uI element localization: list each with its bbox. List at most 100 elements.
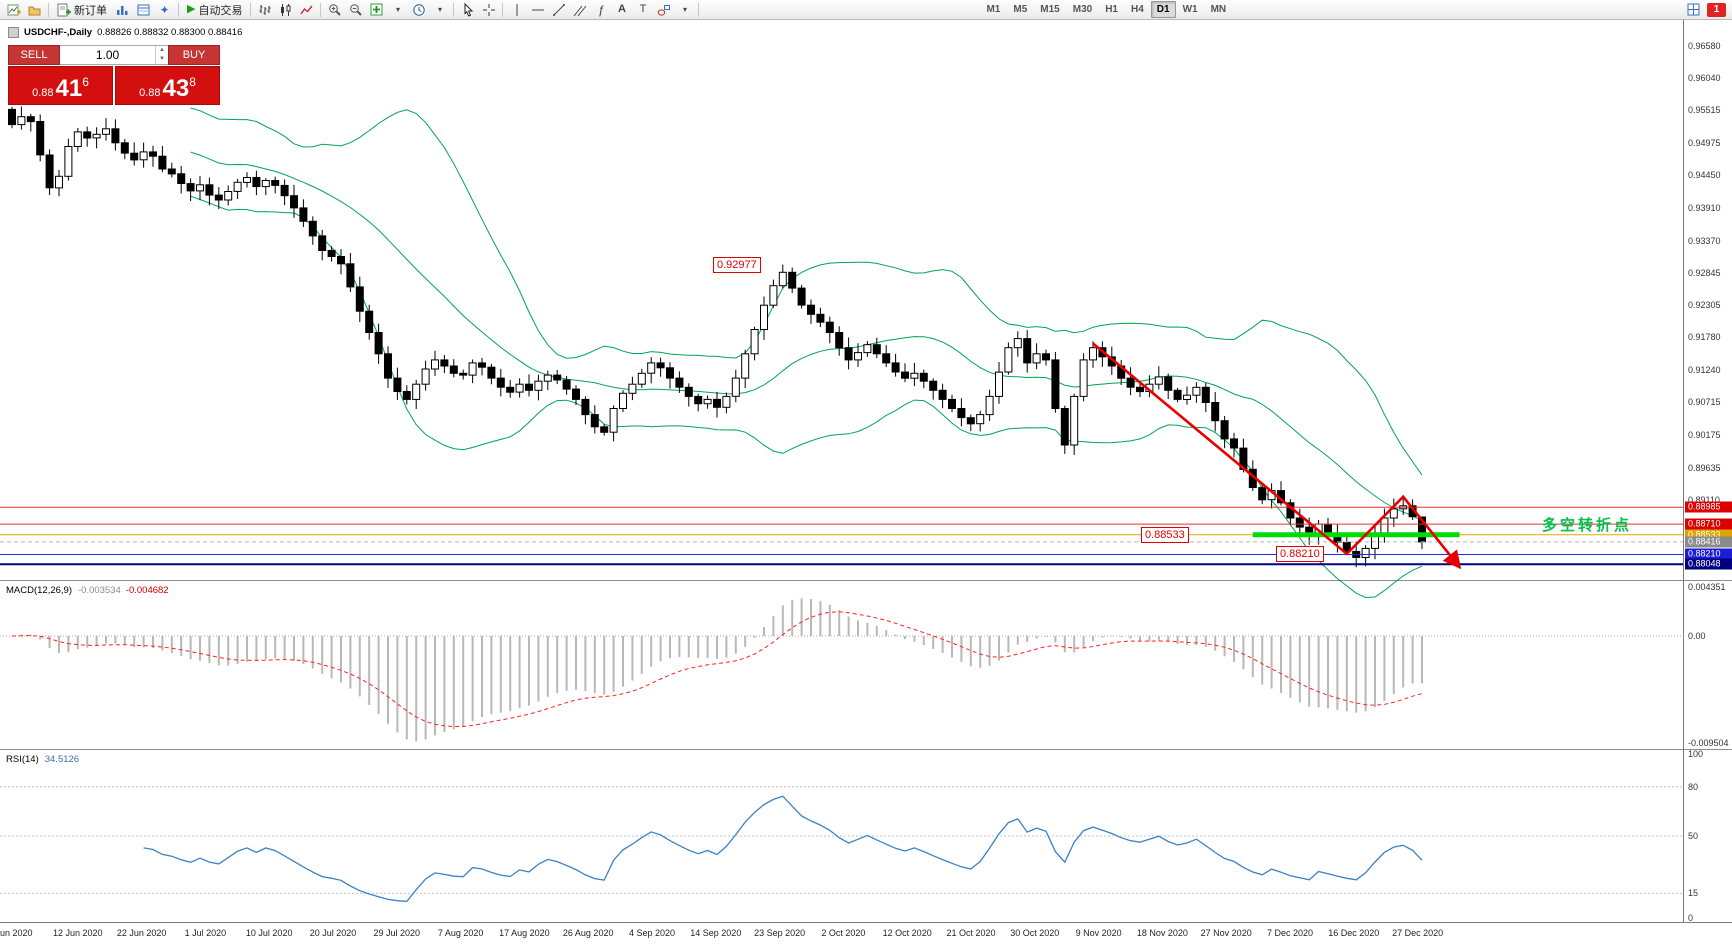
new-order-button-label: 新订单 <box>74 4 107 17</box>
indicators-icon[interactable] <box>366 1 387 18</box>
fibonacci-icon[interactable]: ƒ <box>597 2 605 17</box>
notifications-badge[interactable]: 1 <box>1707 2 1726 17</box>
chart-region[interactable]: USDCHF-,Daily 0.88826 0.88832 0.88300 0.… <box>0 20 1732 945</box>
price-level-label: 0.88985 <box>1685 501 1732 513</box>
toolbar-separator <box>453 2 455 17</box>
toolbar-separator <box>48 2 49 17</box>
volume-stepper[interactable]: ▲ ▼ <box>155 46 168 64</box>
chart-title: USDCHF-,Daily 0.88826 0.88832 0.88300 0.… <box>8 27 242 38</box>
date-tick-label: 14 Sep 2020 <box>690 928 742 938</box>
shapes-icon[interactable] <box>653 1 674 18</box>
horizontal-line-icon[interactable] <box>527 1 548 18</box>
chart-canvas[interactable] <box>0 20 1732 945</box>
date-tick-label: 20 Jul 2020 <box>309 928 357 938</box>
sell-button[interactable]: SELL <box>8 45 60 65</box>
zoom-in-icon[interactable] <box>324 1 345 18</box>
timeframe-h1-button[interactable]: H1 <box>1105 4 1118 15</box>
toolbar-right-group: 1 <box>1683 1 1726 18</box>
vertical-line-icon[interactable] <box>506 1 527 18</box>
autotrading-button[interactable]: ▶ 自动交易 <box>187 3 243 17</box>
date-tick-label: 27 Dec 2020 <box>1392 928 1444 938</box>
navigator-icon[interactable]: ✦ <box>159 2 170 17</box>
volume-field[interactable]: 1.00 ▲ ▼ <box>60 45 168 65</box>
sell-price-button[interactable]: 0.88 41 6 <box>8 66 113 105</box>
price-tick-label: 0.95515 <box>1688 105 1721 116</box>
timeframe-m1-button[interactable]: M1 <box>986 4 1001 15</box>
bars-icon[interactable] <box>254 1 275 18</box>
date-tick-label: 2 Oct 2020 <box>821 928 866 938</box>
date-axis[interactable]: Jun 2020 12 Jun 2020 22 Jun 2020 1 Jul 2020… <box>0 922 1732 945</box>
price-level-label: 0.88710 <box>1685 518 1732 530</box>
toolbar-separator <box>502 2 504 17</box>
timeframe-group: M1 M5 M15 M30 H1 H4 D1 W1 MN <box>980 1 1232 18</box>
trend-arrow[interactable] <box>1092 342 1462 570</box>
new-order-button[interactable]: 新订单 <box>52 1 112 18</box>
shapes-dropdown-icon[interactable]: ▾ <box>682 4 687 14</box>
buy-price-button[interactable]: 0.88 43 8 <box>115 66 220 105</box>
timeframe-m15-button[interactable]: M15 <box>1040 4 1060 15</box>
zoom-out-icon[interactable] <box>345 1 366 18</box>
timeframe-w1-button[interactable]: W1 <box>1182 4 1198 15</box>
buy-price-prefix: 0.88 <box>139 87 161 99</box>
date-tick-label: Jun 2020 <box>0 928 33 938</box>
sell-price-sup: 6 <box>82 75 89 89</box>
toolbar-separator <box>178 2 179 17</box>
volume-up-icon[interactable]: ▲ <box>159 47 165 53</box>
macd-signal-value: -0.004682 <box>125 585 169 596</box>
rsi-axis-label: 0 <box>1688 913 1694 923</box>
chart-mini-icon <box>8 27 19 38</box>
data-window-icon[interactable] <box>133 1 154 18</box>
date-tick-label: 16 Dec 2020 <box>1328 928 1380 938</box>
label-icon[interactable]: T <box>639 3 647 15</box>
macd-name: MACD(12,26,9) <box>6 585 72 596</box>
date-tick-label: 12 Oct 2020 <box>882 928 932 938</box>
support-price-callout[interactable]: 0.88533 <box>1141 526 1189 543</box>
volume-down-icon[interactable]: ▼ <box>159 56 165 62</box>
buy-price-big: 43 <box>162 75 190 102</box>
market-watch-icon[interactable] <box>112 1 133 18</box>
buy-price-sup: 8 <box>189 75 196 89</box>
timeframe-d1-button[interactable]: D1 <box>1150 1 1176 18</box>
crosshair-icon[interactable] <box>478 1 499 18</box>
price-tick-label: 0.89635 <box>1688 462 1721 473</box>
macd-axis-label: -0.009504 <box>1688 738 1729 748</box>
toolbar-separator <box>698 2 700 17</box>
toolbar-separator <box>250 2 252 17</box>
line-chart-icon[interactable] <box>296 1 317 18</box>
timeframe-h4-button[interactable]: H4 <box>1130 4 1144 15</box>
new-chart-icon[interactable] <box>3 1 24 18</box>
text-icon[interactable]: A <box>617 3 626 15</box>
date-tick-label: 30 Oct 2020 <box>1010 928 1060 938</box>
rsi-panel <box>0 786 1683 903</box>
channel-icon[interactable] <box>569 1 590 18</box>
workspace-icon[interactable] <box>1683 1 1704 18</box>
price-tick-label: 0.92305 <box>1688 300 1721 311</box>
volume-value[interactable]: 1.00 <box>95 48 120 62</box>
timeframe-mn-button[interactable]: MN <box>1210 4 1227 15</box>
turning-point-note[interactable]: 多空转折点 <box>1542 517 1633 534</box>
timeframe-m30-button[interactable]: M30 <box>1072 4 1093 15</box>
price-axis[interactable]: 0.96580 0.96040 0.95515 0.94975 0.94450 0.939… <box>1683 20 1732 923</box>
cursor-icon[interactable] <box>457 1 478 18</box>
macd-axis-label: 0.004351 <box>1688 582 1726 592</box>
period-clock-icon[interactable] <box>408 1 429 18</box>
low-price-callout[interactable]: 0.88210 <box>1276 546 1324 563</box>
date-tick-label: 22 Jun 2020 <box>116 928 167 938</box>
price-tick-label: 0.96040 <box>1688 73 1721 84</box>
date-tick-label: 27 Nov 2020 <box>1200 928 1252 938</box>
peak-price-callout[interactable]: 0.92977 <box>713 256 761 273</box>
indicators-dropdown-icon[interactable]: ▾ <box>395 4 400 14</box>
buy-button[interactable]: BUY <box>168 45 220 65</box>
price-level-label: 0.88416 <box>1685 536 1732 548</box>
timeframe-m5-button[interactable]: M5 <box>1013 4 1028 15</box>
candlestick-series <box>8 106 1426 568</box>
date-tick-label: 26 Aug 2020 <box>562 928 614 938</box>
autotrading-button-label: 自动交易 <box>198 4 243 17</box>
candles-icon[interactable] <box>275 1 296 18</box>
period-dropdown-icon[interactable]: ▾ <box>437 4 442 14</box>
trendline-icon[interactable] <box>548 1 569 18</box>
price-tick-label: 0.90175 <box>1688 429 1721 440</box>
profiles-icon[interactable] <box>24 1 45 18</box>
date-tick-label: 21 Oct 2020 <box>946 928 996 938</box>
rsi-value: 34.5126 <box>44 754 80 765</box>
